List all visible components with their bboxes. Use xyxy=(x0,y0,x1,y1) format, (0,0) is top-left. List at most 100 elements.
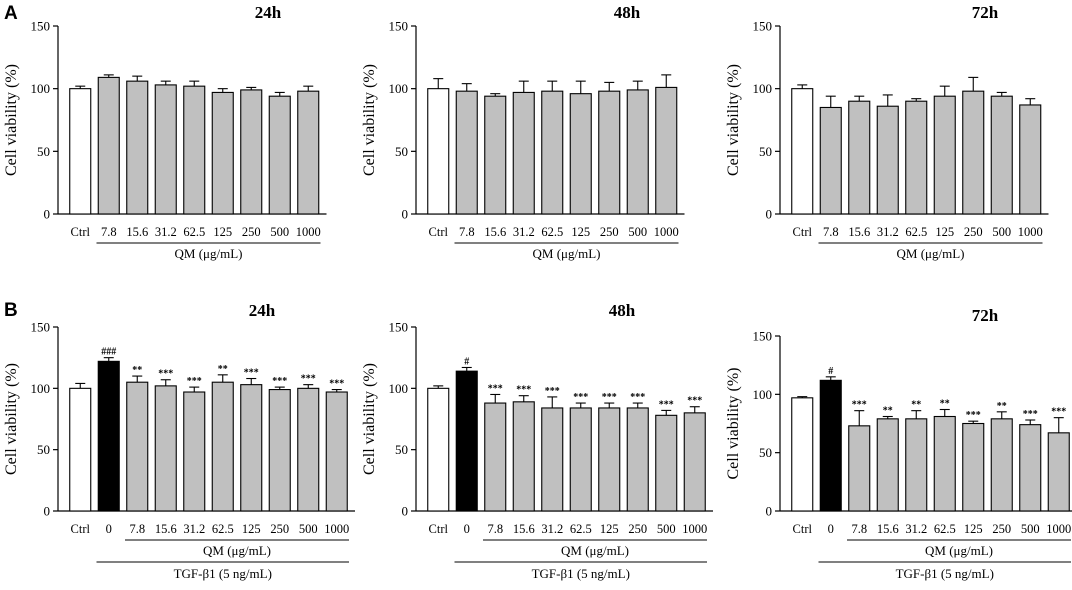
chart-b-72h-xtick-Ctrl: Ctrl xyxy=(793,522,813,536)
chart-b-72h-xtick-250: 250 xyxy=(992,522,1011,536)
chart-b-24h-bar-31.2 xyxy=(183,391,206,512)
chart-b-24h-xtick-0: 0 xyxy=(106,522,112,536)
chart-a-72h-bar-1000 xyxy=(1019,104,1042,215)
chart-b-24h-xtick-250: 250 xyxy=(270,522,289,536)
chart-b-48h-bar-125 xyxy=(598,407,621,512)
chart-a-24h-ytick-label: 50 xyxy=(37,144,50,159)
chart-b-48h-ytick-label: 100 xyxy=(389,381,409,396)
chart-a-24h-ytick-label: 150 xyxy=(31,19,51,34)
chart-b-24h-sig-0: ### xyxy=(101,347,116,358)
chart-b-48h-sig-1000: *** xyxy=(687,396,702,407)
chart-b-72h-bar-15.6 xyxy=(876,418,899,512)
chart-a-48h-ytick-label: 50 xyxy=(395,144,408,159)
chart-b-24h-bar-0 xyxy=(97,360,120,512)
chart-a-24h-bar-500 xyxy=(268,95,291,215)
chart-b-72h-sig-0: # xyxy=(828,366,833,377)
chart-b-72h-bar-500 xyxy=(1019,424,1042,512)
chart-a-72h-ytick-label: 0 xyxy=(766,207,773,222)
chart-a-48h-bar-250 xyxy=(598,90,621,215)
chart-b-48h-xtick-31.2: 31.2 xyxy=(541,522,563,536)
chart-b-48h-xlabel: QM (μg/mL) xyxy=(561,543,629,558)
chart-a-72h-bar-250 xyxy=(962,90,985,215)
chart-a-72h-ytick-label: 150 xyxy=(753,19,773,34)
chart-a-72h-title: 72h xyxy=(972,3,999,22)
chart-a-72h-bar-Ctrl xyxy=(791,88,814,215)
chart-a-48h-xtick-500: 500 xyxy=(628,225,647,239)
chart-b-24h-bar-125 xyxy=(240,384,263,512)
chart-b-24h-xtick-125: 125 xyxy=(242,522,261,536)
chart-b-72h-ylabel: Cell viability (%) xyxy=(725,368,742,480)
chart-b-72h-xlabel: QM (μg/mL) xyxy=(925,543,993,558)
chart-a-24h-bar-31.2 xyxy=(154,84,177,215)
chart-a-48h-xtick-125: 125 xyxy=(571,225,590,239)
chart-a-48h-xtick-15.6: 15.6 xyxy=(484,225,506,239)
chart-b-48h-ytick-label: 50 xyxy=(395,442,408,457)
chart-b-72h-xtick-1000: 1000 xyxy=(1046,522,1071,536)
chart-a-72h-bar-125 xyxy=(933,95,956,215)
chart-b-72h-xtick-15.6: 15.6 xyxy=(877,522,899,536)
chart-a-24h-bar-Ctrl xyxy=(69,88,92,215)
chart-a-48h-xtick-1000: 1000 xyxy=(654,225,679,239)
chart-a-24h-xtick-62.5: 62.5 xyxy=(183,225,205,239)
chart-a-24h-ytick-label: 0 xyxy=(44,207,51,222)
chart-a-24h-xtick-15.6: 15.6 xyxy=(126,225,148,239)
chart-b-24h-sig-500: *** xyxy=(301,374,316,385)
chart-b-48h-bar-62.5 xyxy=(569,407,592,512)
chart-b-72h-bar-7.8 xyxy=(848,425,871,512)
chart-b-48h-treatment-label: TGF-β1 (5 ng/mL) xyxy=(532,566,630,581)
chart-b-24h-bar-500 xyxy=(297,387,320,512)
chart-b-48h-xtick-0: 0 xyxy=(464,522,470,536)
chart-a-24h-bar-7.8 xyxy=(97,76,120,215)
chart-a-24h-xtick-Ctrl: Ctrl xyxy=(71,225,91,239)
chart-a-72h-bar-15.6 xyxy=(848,100,871,215)
chart-b-24h-xtick-500: 500 xyxy=(299,522,318,536)
chart-b-24h-sig-7.8: ** xyxy=(132,365,142,376)
chart-b-72h-sig-125: *** xyxy=(966,410,981,421)
chart-a-72h-xtick-125: 125 xyxy=(935,225,954,239)
chart-b-24h-sig-125: *** xyxy=(244,368,259,379)
chart-b-48h-bar-7.8 xyxy=(484,402,507,512)
chart-a-72h-xlabel: QM (μg/mL) xyxy=(897,246,965,261)
chart-b-24h-ytick-label: 50 xyxy=(37,442,50,457)
chart-b-24h-sig-62.5: ** xyxy=(218,364,228,375)
chart-a-48h-xtick-7.8: 7.8 xyxy=(459,225,475,239)
chart-b-24h-bar-250 xyxy=(268,389,291,512)
chart-a-24h-xlabel: QM (μg/mL) xyxy=(175,246,243,261)
chart-a-48h-bar-Ctrl xyxy=(427,88,450,215)
chart-a-48h-bar-15.6 xyxy=(484,95,507,215)
chart-b-48h-xtick-62.5: 62.5 xyxy=(570,522,592,536)
chart-a-48h-ylabel: Cell viability (%) xyxy=(361,64,378,176)
chart-b-48h-bar-1000 xyxy=(683,412,706,512)
chart-b-48h-xtick-15.6: 15.6 xyxy=(513,522,535,536)
chart-b-48h-bar-31.2 xyxy=(541,407,564,512)
chart-a-24h-bar-15.6 xyxy=(126,80,149,215)
chart-a-24h-xtick-1000: 1000 xyxy=(296,225,321,239)
chart-b-72h-ytick-label: 100 xyxy=(753,387,773,402)
chart-a-24h-title: 24h xyxy=(255,3,282,22)
chart-a-48h-bar-62.5 xyxy=(541,90,564,215)
chart-a-24h-xtick-31.2: 31.2 xyxy=(155,225,177,239)
panel-letter-b: B xyxy=(4,300,18,321)
chart-a-24h-xtick-500: 500 xyxy=(270,225,289,239)
chart-b-24h-bar-Ctrl xyxy=(69,387,92,512)
chart-b-72h-ytick-label: 150 xyxy=(753,329,773,344)
chart-b-48h-xtick-1000: 1000 xyxy=(682,522,707,536)
chart-b-72h-sig-15.6: ** xyxy=(883,406,893,417)
chart-a-72h-xtick-500: 500 xyxy=(992,225,1011,239)
chart-b-48h-title: 48h xyxy=(609,301,636,320)
chart-b-48h-ytick-label: 150 xyxy=(389,320,409,335)
chart-b-72h-sig-7.8: *** xyxy=(852,400,867,411)
chart-b-48h-xtick-125: 125 xyxy=(600,522,619,536)
chart-b-24h-bar-62.5 xyxy=(211,381,234,512)
chart-b-72h-sig-31.2: ** xyxy=(911,400,921,411)
chart-b-72h-bar-31.2 xyxy=(905,418,928,512)
chart-b-48h-sig-250: *** xyxy=(630,392,645,403)
chart-a-72h-bar-500 xyxy=(990,95,1013,215)
chart-b-48h-ytick-label: 0 xyxy=(402,504,409,519)
chart-a-24h-bar-125 xyxy=(211,91,234,215)
chart-a-72h-ytick-label: 50 xyxy=(759,144,772,159)
chart-b-24h-treatment-label: TGF-β1 (5 ng/mL) xyxy=(174,566,272,581)
chart-b-48h-xtick-500: 500 xyxy=(657,522,676,536)
chart-b-48h-bar-15.6 xyxy=(512,401,535,512)
